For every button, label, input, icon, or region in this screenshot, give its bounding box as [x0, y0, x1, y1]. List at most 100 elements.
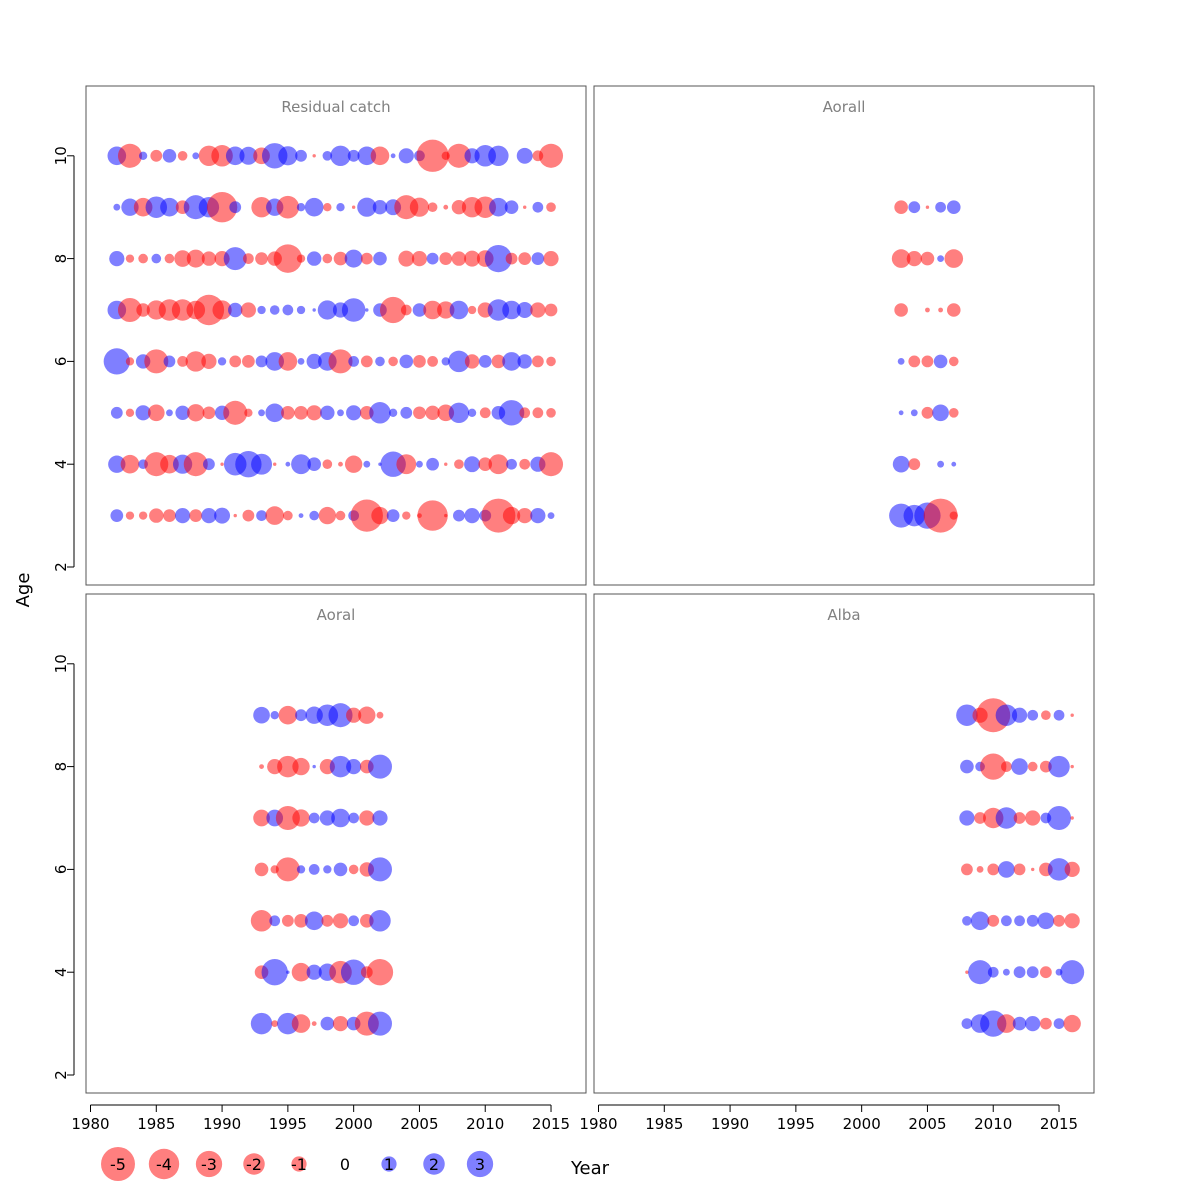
residual-bubble	[333, 862, 348, 877]
residual-bubble	[321, 914, 334, 927]
residual-bubble	[136, 303, 150, 317]
residual-bubble	[282, 304, 294, 316]
panel-aorall: Aorall	[593, 85, 1095, 586]
legend-label: -2	[246, 1155, 262, 1174]
residual-bubble	[543, 251, 559, 267]
residual-bubble	[487, 299, 510, 321]
residual-bubble	[351, 205, 356, 209]
panel-border	[85, 593, 587, 1094]
residual-bubble	[306, 353, 322, 369]
residual-bubble	[251, 453, 273, 475]
residual-bubble	[484, 245, 512, 273]
legend-label: 2	[429, 1155, 439, 1174]
legend-bubble	[423, 1153, 445, 1175]
residual-bubble	[291, 1014, 311, 1033]
residual-bubble	[186, 249, 205, 268]
residual-bubble	[344, 455, 363, 473]
residual-bubble	[1001, 761, 1012, 772]
residual-bubble	[257, 305, 266, 315]
residual-bubble	[531, 355, 544, 368]
residual-bubble	[402, 511, 411, 520]
legend-bubble	[148, 1148, 180, 1180]
residual-bubble	[532, 407, 544, 419]
residual-bubble	[306, 251, 322, 266]
residual-bubble	[1039, 1017, 1052, 1030]
residual-bubble	[409, 197, 430, 217]
residual-bubble	[138, 511, 148, 520]
residual-bubble	[974, 812, 986, 824]
residual-bubble	[166, 409, 173, 417]
residual-bubble	[337, 409, 344, 417]
legend-item: 0	[340, 1155, 350, 1174]
residual-bubble	[373, 251, 387, 266]
residual-bubble	[292, 757, 310, 776]
residual-bubble	[454, 459, 464, 470]
legend-item: 3	[466, 1150, 494, 1178]
residual-bubble	[1060, 960, 1085, 985]
residual-bubble	[367, 1011, 392, 1036]
residual-bubble	[970, 911, 990, 931]
residual-bubble	[250, 1012, 273, 1035]
residual-bubble	[961, 1018, 973, 1029]
y-tick-label: 2	[52, 1070, 70, 1080]
residual-bubble	[997, 1014, 1016, 1033]
residual-bubble	[363, 460, 371, 468]
residual-bubble	[175, 405, 190, 421]
residual-bubble	[291, 454, 311, 475]
residual-bubble	[488, 454, 509, 475]
residual-bubble	[160, 197, 179, 217]
residual-bubble	[217, 357, 227, 366]
residual-bubble	[149, 508, 164, 523]
residual-bubble	[346, 759, 362, 775]
residual-bubble	[891, 249, 911, 268]
residual-bubble	[162, 149, 177, 163]
residual-bubble	[312, 308, 316, 312]
residual-bubble	[448, 402, 470, 423]
residual-bubble	[138, 253, 148, 264]
residual-bubble	[1002, 968, 1010, 976]
residual-bubble	[357, 197, 377, 217]
residual-bubble	[348, 915, 360, 927]
residual-bubble	[925, 307, 930, 313]
residual-bubble	[269, 915, 281, 927]
residual-bubble	[320, 1016, 335, 1031]
residual-bubble	[531, 252, 545, 265]
legend-bubble	[243, 1153, 265, 1175]
legend-bubble	[291, 1156, 307, 1172]
residual-bubble	[322, 459, 333, 470]
residual-bubble	[223, 400, 248, 425]
residual-bubble	[331, 808, 350, 828]
residual-bubble	[933, 354, 948, 369]
residual-bubble	[965, 970, 969, 974]
residual-bubble	[336, 203, 345, 212]
residual-bubble	[1053, 709, 1065, 721]
residual-bubble	[292, 809, 310, 827]
residual-bubble	[519, 458, 531, 470]
x-tick-label: 1985	[137, 1115, 175, 1133]
residual-bubble	[398, 250, 415, 267]
residual-bubble	[256, 510, 267, 521]
residual-bubble	[175, 507, 191, 524]
residual-bubble	[369, 402, 391, 424]
residual-bubble	[125, 511, 135, 520]
y-tick-label: 10	[52, 146, 70, 165]
residual-bubble	[910, 409, 918, 417]
residual-bubble	[255, 252, 268, 265]
residual-bubble	[968, 960, 993, 985]
residual-bubble	[225, 146, 245, 166]
residual-bubble	[1026, 914, 1039, 927]
residual-bubble	[340, 959, 367, 985]
residual-bubble	[306, 964, 322, 980]
residual-bubble	[467, 305, 477, 315]
residual-bubble	[1070, 816, 1074, 820]
legend-bubble	[466, 1150, 494, 1178]
residual-bubble	[423, 300, 442, 320]
residual-bubble	[296, 203, 306, 212]
residual-bubble	[187, 404, 205, 422]
residual-bubble	[925, 205, 930, 209]
residual-bubble	[976, 866, 984, 873]
residual-bubble	[544, 303, 558, 317]
residual-bubble	[367, 754, 392, 779]
residual-bubble	[443, 204, 449, 210]
